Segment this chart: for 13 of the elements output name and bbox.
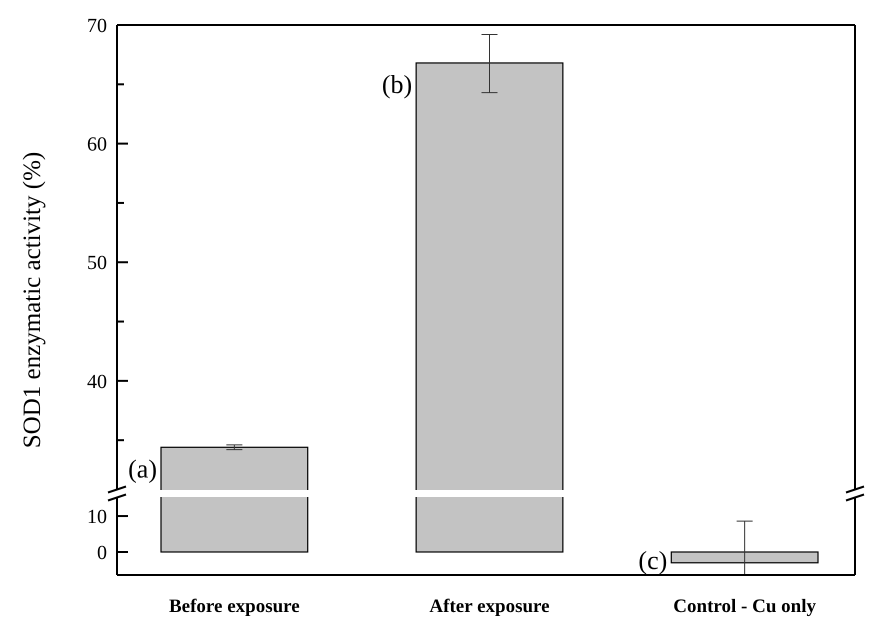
x-tick-label: After exposure <box>429 596 550 617</box>
annotation: (b) <box>382 70 412 99</box>
y-axis-title: SOD1 enzymatic activity (%) <box>19 152 46 448</box>
y-tick-label: 50 <box>87 252 107 274</box>
y-tick-label: 70 <box>87 15 107 37</box>
x-tick-label: Before exposure <box>169 596 300 617</box>
x-tick-label: Control - Cu only <box>673 596 816 617</box>
annotation: (c) <box>638 546 668 575</box>
y-tick-label: 0 <box>97 542 107 564</box>
annotation: (a) <box>128 454 157 484</box>
y-tick-label: 60 <box>87 134 107 156</box>
y-tick-label: 10 <box>87 506 107 528</box>
y-tick-label: 40 <box>87 370 107 393</box>
